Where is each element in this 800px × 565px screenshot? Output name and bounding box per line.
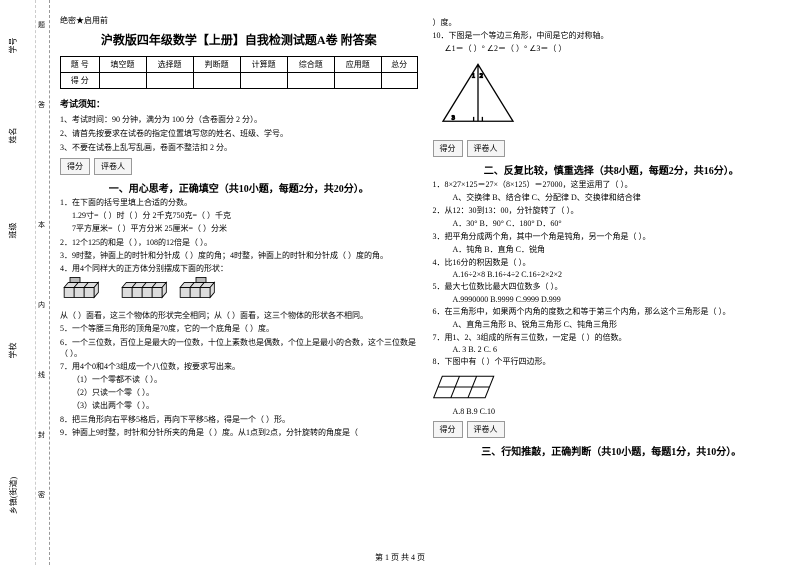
svg-text:2: 2 (479, 73, 482, 79)
notice-item: 2、请首先按要求在试卷的指定位置填写您的姓名、班级、学号。 (60, 128, 418, 139)
q9-end: ）度。 (433, 17, 791, 28)
s2q1-opts: A、交换律 B、结合律 C、分配律 D、交换律和结合律 (433, 192, 791, 203)
s2q6-opts: A、直角三角形 B、锐角三角形 C、钝角三角形 (433, 319, 791, 330)
q7-opt: （1）一个零都不读（ ）。 (60, 374, 418, 385)
notice-title: 考试须知： (60, 97, 418, 110)
seal-line (35, 0, 36, 565)
th-total: 总分 (381, 57, 417, 73)
q2: 2．12个125的和是（ ），108的12倍是（ ）。 (60, 237, 418, 248)
triangle-icon: 12 3 (433, 60, 523, 130)
q7-opt: （3）读出两个零（ ）。 (60, 400, 418, 411)
exam-title: 沪教版四年级数学【上册】自我检测试题A卷 附答案 (60, 31, 418, 48)
s2q8-opts: A.8 B.9 C.10 (433, 407, 791, 416)
cube3-icon (176, 277, 226, 307)
s2q4: 4．比16分的积因数是（ ）。 (433, 257, 791, 268)
seal-char: 题 (38, 20, 45, 30)
s2q8: 8．下图中有（ ）个平行四边形。 (433, 356, 791, 367)
s2q6: 6．在三角形中，如果两个内角的度数之和等于第三个内角，那么这个三角形是（ ）。 (433, 306, 791, 317)
q6: 6．一个三位数，百位上是最大的一位数，十位上素数也是偶数，个位上是最小的合数，这… (60, 337, 418, 359)
grader-cell: 评卷人 (467, 421, 505, 438)
seal-char: 线 (38, 370, 45, 380)
svg-text:3: 3 (451, 115, 454, 121)
s2q5-opts: A.9990000 B.9999 C.9999 D.999 (433, 295, 791, 304)
svg-text:1: 1 (471, 73, 474, 79)
s2q3-opts: A．钝角 B．直角 C．锐角 (433, 244, 791, 255)
margin-label-studentid: 学号 (8, 38, 19, 54)
s2q2: 2．从12：30到13：00，分针旋转了（ ）。 (433, 205, 791, 216)
q1: 1．在下面的括号里填上合适的分数。 (60, 197, 418, 208)
score-cell: 得分 (60, 158, 90, 175)
grader-cell: 评卷人 (467, 140, 505, 157)
q7: 7．用4个0和4个3组成一个八位数，按要求写出来。 (60, 361, 418, 372)
cube2-icon (118, 277, 168, 307)
q10-angles: ∠1＝（ ）° ∠2＝（ ）° ∠3＝（ ） (433, 43, 791, 54)
td-score: 得 分 (61, 73, 100, 89)
parallelogram-icon (433, 372, 503, 402)
s2q1: 1．8×27×125＝27×（8×125）＝27000，这里运用了（ ）。 (433, 179, 791, 190)
th-fill: 填空题 (99, 57, 146, 73)
score-cell: 得分 (433, 140, 463, 157)
left-column: 绝密★启用前 沪教版四年级数学【上册】自我检测试题A卷 附答案 题 号 填空题 … (60, 15, 418, 560)
th-num: 题 号 (61, 57, 100, 73)
cube-figures (60, 277, 418, 307)
q1-line: 7平方厘米=（ ）平方分米 25厘米=（ ）分米 (60, 223, 418, 234)
binding-margin: 学号 姓名 班级 学校 乡镇(街道) 题 答 本 内 线 封 密 (0, 0, 50, 565)
cube1-icon (60, 277, 110, 307)
notice-item: 3、不要在试卷上乱写乱画，卷面不整洁扣 2 分。 (60, 142, 418, 153)
right-column: ）度。 10．下图是一个等边三角形，中间是它的对称轴。 ∠1＝（ ）° ∠2＝（… (433, 15, 791, 560)
th-judge: 判断题 (193, 57, 240, 73)
notice-item: 1、考试时间：90 分钟，满分为 100 分（含卷面分 2 分）。 (60, 114, 418, 125)
th-choice: 选择题 (146, 57, 193, 73)
section2-title: 二、反复比较，慎重选择（共8小题，每题2分，共16分）。 (484, 166, 739, 177)
page-footer: 第 1 页 共 4 页 (375, 552, 425, 563)
th-app: 应用题 (334, 57, 381, 73)
seal-char: 本 (38, 220, 45, 230)
q7-opt: （2）只读一个零（ ）。 (60, 387, 418, 398)
seal-char: 密 (38, 490, 45, 500)
q10: 10．下图是一个等边三角形，中间是它的对称轴。 (433, 30, 791, 41)
score-cell: 得分 (433, 421, 463, 438)
grader-cell: 评卷人 (94, 158, 132, 175)
th-calc: 计算题 (240, 57, 287, 73)
margin-label-class: 班级 (8, 223, 19, 239)
q5: 5．一个等腰三角形的顶角是70度，它的一个底角是（ ）度。 (60, 323, 418, 334)
q1-line: 1.29寸=（ ）时（ ）分 2千克750克=（ ）千克 (60, 210, 418, 221)
margin-label-name: 姓名 (8, 128, 19, 144)
seal-char: 封 (38, 430, 45, 440)
grader-box: 得分 评卷人 (60, 158, 418, 175)
margin-label-school: 学校 (8, 343, 19, 359)
q9: 9．钟面上9时整，时针和分针所夹的角是（ ）度。从1点到2点，分针旋转的角度是（ (60, 427, 418, 438)
s2q4-opts: A.16÷2×8 B.16÷4÷2 C.16÷2×2×2 (433, 270, 791, 279)
grader-box: 得分 评卷人 (433, 140, 791, 157)
margin-label-town: 乡镇(街道) (8, 477, 19, 514)
grader-box: 得分 评卷人 (433, 421, 791, 438)
th-comp: 综合题 (287, 57, 334, 73)
s2q2-opts: A．30° B．90° C．180° D．60° (433, 218, 791, 229)
q3: 3．9时整，钟面上的时针和分针成（ ）度的角；4时整，钟面上的时针和分针成（ ）… (60, 250, 418, 261)
s2q5: 5．最大七位数比最大四位数多（ ）。 (433, 281, 791, 292)
s2q7-opts: A. 3 B. 2 C. 6 (433, 345, 791, 354)
q4: 4．用4个同样大的正方体分别摆成下面的形状： (60, 263, 418, 274)
score-table: 题 号 填空题 选择题 判断题 计算题 综合题 应用题 总分 得 分 (60, 56, 418, 89)
s2q7: 7．用1、2、3组成的所有三位数，一定是（ ）的倍数。 (433, 332, 791, 343)
q8: 8．把三角形向右平移5格后，再向下平移5格，得是一个（ ）形。 (60, 414, 418, 425)
seal-char: 内 (38, 300, 45, 310)
s2q3: 3．把平角分成两个角，其中一个角是钝角，另一个角是（ ）。 (433, 231, 791, 242)
section3-title: 三、行知推敲，正确判断（共10小题，每题1分，共10分）。 (481, 447, 741, 458)
section1-title: 一、用心思考，正确填空（共10小题，每题2分，共20分）。 (109, 184, 369, 195)
seal-char: 答 (38, 100, 45, 110)
q4-text: 从（ ）面看，这三个物体的形状完全相同；从（ ）面看，这三个物体的形状各不相同。 (60, 310, 418, 321)
secret-tag: 绝密★启用前 (60, 15, 418, 26)
